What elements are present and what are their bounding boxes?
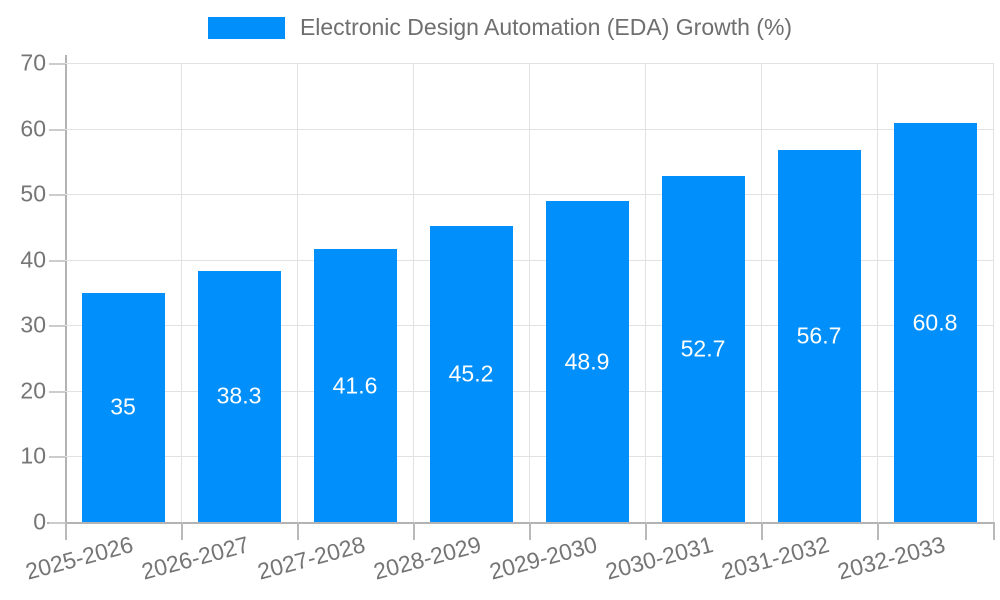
legend-item[interactable]: Electronic Design Automation (EDA) Growt…	[0, 14, 1000, 41]
x-axis-category-label: 2027-2028	[254, 531, 368, 585]
x-axis-tick	[181, 522, 183, 540]
y-axis-tick	[49, 325, 65, 328]
bar-2029-2030[interactable]	[545, 201, 629, 522]
x-axis-tick	[877, 522, 879, 540]
y-axis-tick-label: 20	[20, 377, 46, 404]
x-axis-tick	[993, 522, 995, 540]
x-axis-category-label: 2031-2032	[718, 531, 832, 585]
x-axis-tick	[761, 522, 763, 540]
v-gridline	[877, 63, 878, 522]
v-gridline	[413, 63, 414, 522]
v-gridline	[761, 63, 762, 522]
bar-2028-2029[interactable]	[429, 225, 513, 522]
y-axis-tick	[49, 259, 65, 262]
y-axis-tick	[49, 63, 65, 65]
y-axis-tick-label: 10	[20, 442, 46, 469]
y-axis-tick	[49, 194, 65, 197]
bar-value-label: 41.6	[332, 372, 378, 399]
bar-value-label: 38.3	[216, 382, 262, 409]
y-axis-tick	[49, 522, 65, 524]
v-gridline	[645, 63, 646, 522]
y-axis-tick-label: 50	[20, 180, 46, 207]
bar-value-label: 45.2	[448, 360, 494, 387]
v-gridline	[529, 63, 530, 522]
bar-2026-2027[interactable]	[197, 270, 281, 522]
x-axis-category-label: 2030-2031	[602, 531, 716, 585]
legend-swatch	[207, 16, 285, 39]
y-axis-line	[65, 55, 67, 540]
y-axis-tick-label: 30	[20, 311, 46, 338]
bar-value-label: 35	[110, 393, 136, 420]
y-axis-tick-label: 60	[20, 115, 46, 142]
bar-value-label: 56.7	[796, 322, 842, 349]
legend-label: Electronic Design Automation (EDA) Growt…	[299, 14, 793, 40]
y-axis-tick-label: 40	[20, 246, 46, 273]
y-axis-tick-label: 0	[33, 508, 46, 535]
v-gridline	[993, 63, 994, 522]
bar-value-label: 60.8	[912, 309, 958, 336]
y-axis-tick-label: 70	[20, 49, 46, 76]
y-axis-tick	[49, 390, 65, 393]
v-gridline	[181, 63, 182, 522]
x-axis-line	[47, 522, 993, 524]
y-axis-tick	[49, 128, 65, 131]
x-axis-tick	[645, 522, 647, 540]
bar-2031-2032[interactable]	[777, 150, 861, 522]
x-axis-category-label: 2026-2027	[138, 531, 252, 585]
y-axis-tick	[49, 456, 65, 459]
x-axis-category-label: 2029-2030	[486, 531, 600, 585]
x-axis-tick	[529, 522, 531, 540]
x-axis-tick	[413, 522, 415, 540]
bar-2027-2028[interactable]	[313, 249, 397, 522]
x-axis-category-label: 2025-2026	[22, 531, 136, 585]
bar-value-label: 52.7	[680, 335, 726, 362]
plot-area: 35 38.3 41.6 45.2 48.9 52.7 56.7 60.8	[65, 63, 994, 522]
x-axis-tick	[297, 522, 299, 540]
bar-2030-2031[interactable]	[661, 176, 745, 522]
bar-2032-2033[interactable]	[893, 123, 977, 522]
bar-value-label: 48.9	[564, 348, 610, 375]
x-axis-tick	[65, 522, 67, 540]
bar-2025-2026[interactable]	[81, 292, 165, 522]
x-axis-category-label: 2028-2029	[370, 531, 484, 585]
x-axis-category-label: 2032-2033	[834, 531, 948, 585]
v-gridline	[297, 63, 298, 522]
